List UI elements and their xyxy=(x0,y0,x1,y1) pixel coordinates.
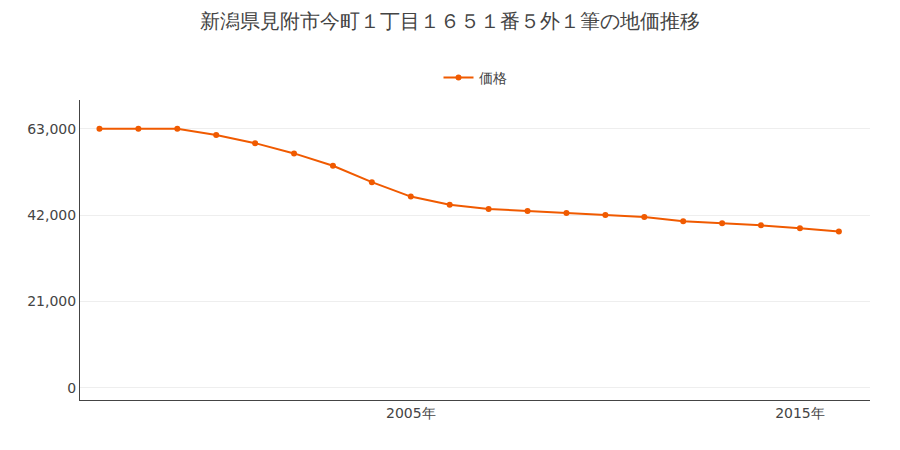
svg-text:21,000: 21,000 xyxy=(27,293,76,309)
svg-text:新潟県見附市今町１丁目１６５１番５外１筆の地価推移: 新潟県見附市今町１丁目１６５１番５外１筆の地価推移 xyxy=(200,9,700,33)
svg-text:63,000: 63,000 xyxy=(27,121,76,137)
svg-text:2005年: 2005年 xyxy=(386,405,436,421)
svg-text:2015年: 2015年 xyxy=(775,405,825,421)
svg-text:42,000: 42,000 xyxy=(27,207,76,223)
svg-text:価格: 価格 xyxy=(479,70,507,86)
svg-text:0: 0 xyxy=(67,380,76,396)
